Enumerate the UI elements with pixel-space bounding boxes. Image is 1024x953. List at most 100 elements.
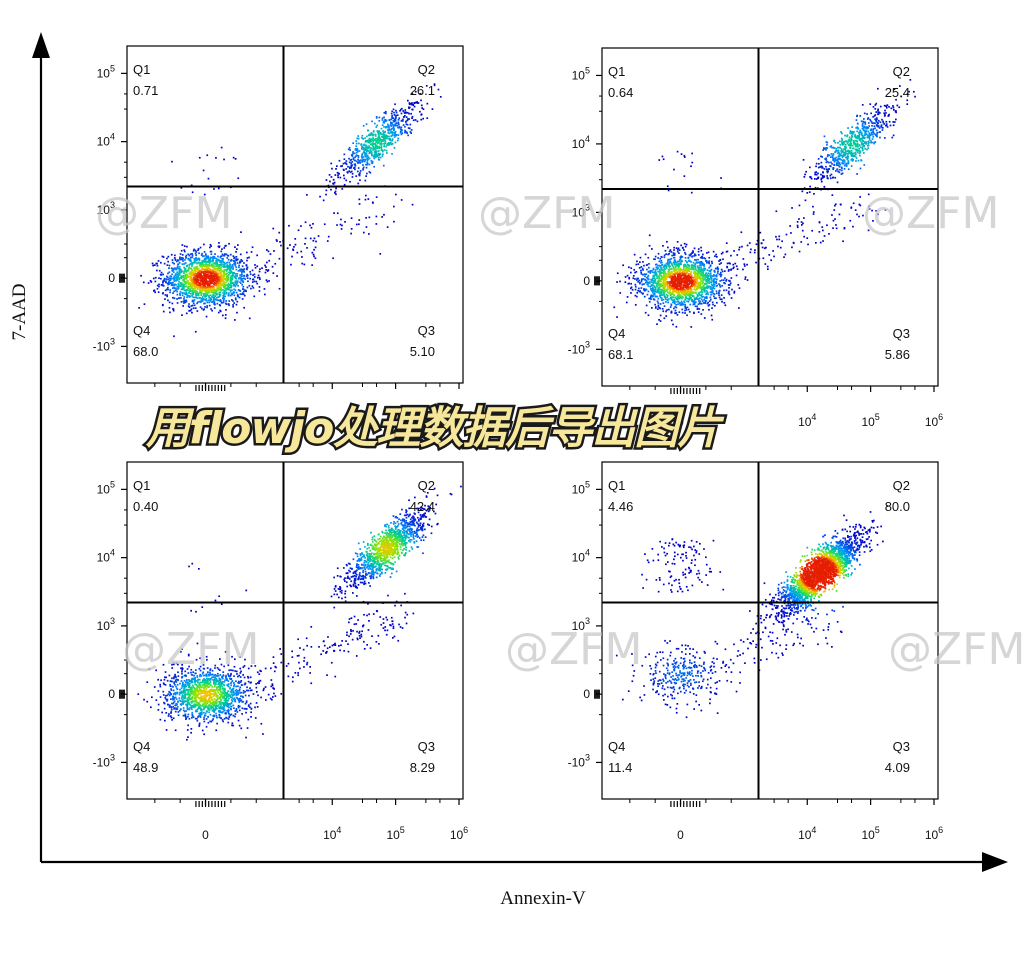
- event-dot: [654, 295, 657, 298]
- event-dot: [194, 290, 196, 293]
- event-dot: [663, 287, 666, 290]
- event-dot: [210, 277, 212, 280]
- event-dot: [674, 284, 676, 286]
- event-dot: [359, 170, 362, 172]
- event-dot: [172, 268, 175, 271]
- event-dot: [272, 272, 275, 274]
- y-tick-label: 104: [97, 132, 115, 149]
- event-dot: [233, 288, 235, 291]
- event-dot: [683, 249, 685, 251]
- event-dot: [412, 104, 415, 106]
- event-dot: [184, 276, 186, 279]
- event-dot: [886, 104, 889, 107]
- event-dot: [372, 149, 375, 151]
- event-dot: [655, 263, 658, 266]
- event-dot: [343, 177, 346, 180]
- event-dot: [189, 282, 191, 285]
- event-dot: [178, 297, 181, 299]
- event-dot: [268, 259, 271, 262]
- event-dot: [219, 304, 222, 307]
- event-dot: [664, 283, 667, 285]
- event-dot: [184, 274, 186, 277]
- event-dot: [872, 116, 874, 118]
- event-dot: [373, 157, 376, 160]
- event-dot: [246, 257, 249, 259]
- event-dot: [191, 288, 194, 290]
- event-dot: [350, 228, 353, 230]
- event-dot: [715, 280, 718, 283]
- event-dot: [861, 146, 863, 149]
- event-dot: [713, 269, 716, 272]
- event-dot: [683, 283, 685, 286]
- event-dot: [223, 266, 225, 269]
- event-dot: [368, 141, 370, 143]
- event-dot: [667, 276, 669, 278]
- event-dot: [699, 281, 701, 284]
- event-dot: [357, 158, 360, 161]
- event-dot: [416, 120, 419, 123]
- event-dot: [233, 284, 236, 287]
- event-dot: [682, 270, 685, 272]
- event-dot: [686, 282, 689, 285]
- event-dot: [870, 112, 872, 115]
- event-dot: [221, 277, 224, 280]
- event-dot: [215, 283, 217, 285]
- event-dot: [190, 286, 193, 288]
- event-dot: [239, 262, 241, 264]
- event-dot: [853, 140, 855, 142]
- event-dot: [703, 287, 706, 290]
- event-dot: [712, 303, 714, 306]
- event-dot: [426, 102, 429, 105]
- event-dot: [855, 157, 858, 159]
- event-dot: [372, 145, 375, 148]
- event-dot: [222, 278, 225, 281]
- event-dot: [378, 159, 381, 161]
- event-dot: [655, 290, 657, 293]
- event-dot: [334, 174, 337, 176]
- event-dot: [339, 176, 342, 179]
- event-dot: [199, 287, 201, 290]
- event-dot: [663, 289, 666, 291]
- event-dot: [228, 266, 230, 268]
- event-dot: [725, 278, 728, 281]
- event-dot: [182, 275, 185, 277]
- event-dot: [697, 303, 700, 306]
- event-dot: [378, 140, 381, 142]
- event-dot: [717, 268, 720, 270]
- event-dot: [164, 298, 166, 300]
- event-dot: [818, 162, 820, 165]
- event-dot: [190, 292, 192, 295]
- event-dot: [669, 273, 672, 276]
- event-dot: [163, 277, 166, 280]
- event-dot: [693, 247, 696, 250]
- event-dot: [678, 252, 680, 254]
- event-dot: [657, 297, 660, 300]
- event-dot: [195, 259, 198, 261]
- event-dot: [218, 272, 221, 275]
- event-dot: [188, 295, 191, 297]
- event-dot: [388, 135, 390, 138]
- event-dot: [827, 177, 829, 180]
- event-dot: [688, 265, 690, 268]
- event-dot: [206, 292, 208, 294]
- event-dot: [199, 286, 201, 288]
- event-dot: [165, 278, 168, 280]
- event-dot: [836, 158, 839, 161]
- event-dot: [219, 288, 222, 291]
- event-dot: [393, 111, 395, 114]
- event-dot: [698, 300, 700, 302]
- event-dot: [697, 277, 699, 279]
- event-dot: [327, 235, 330, 238]
- event-dot: [172, 271, 175, 273]
- event-dot: [212, 296, 214, 299]
- event-dot: [246, 251, 248, 254]
- event-dot: [245, 275, 248, 278]
- event-dot: [212, 300, 215, 302]
- event-dot: [381, 117, 384, 120]
- event-dot: [652, 286, 654, 289]
- event-dot: [847, 127, 849, 129]
- event-dot: [170, 275, 173, 278]
- event-dot: [684, 268, 686, 271]
- event-dot: [657, 252, 660, 255]
- event-dot: [678, 249, 681, 251]
